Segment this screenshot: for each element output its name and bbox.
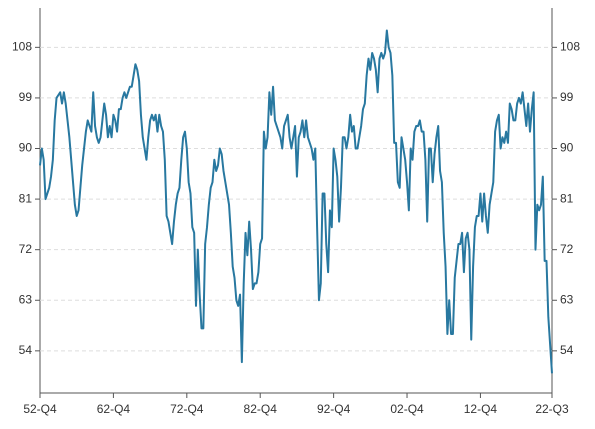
- y-tick-label: 108: [12, 40, 32, 54]
- x-tick-label: 22-Q3: [535, 402, 569, 416]
- y2-tick-label: 54: [560, 343, 574, 357]
- y2-tick-label: 90: [560, 141, 574, 155]
- y-tick-label: 72: [19, 242, 33, 256]
- x-tick-label: 92-Q4: [317, 402, 351, 416]
- x-tick-label: 82-Q4: [244, 402, 278, 416]
- x-tick-label: 02-Q4: [390, 402, 424, 416]
- x-tick-label: 52-Q4: [23, 402, 57, 416]
- y2-tick-label: 63: [560, 292, 574, 306]
- y-tick-label: 81: [19, 191, 33, 205]
- data-line: [39, 29, 553, 374]
- y2-tick-label: 81: [560, 191, 574, 205]
- y-tick-label: 90: [19, 141, 33, 155]
- y2-tick-label: 99: [560, 90, 574, 104]
- x-tick-label: 62-Q4: [97, 402, 131, 416]
- y2-tick-label: 108: [560, 40, 580, 54]
- y-tick-label: 54: [19, 343, 33, 357]
- y2-tick-label: 72: [560, 242, 574, 256]
- x-tick-label: 72-Q4: [170, 402, 204, 416]
- y-tick-label: 63: [19, 292, 33, 306]
- x-tick-label: 12-Q4: [464, 402, 498, 416]
- y-tick-label: 99: [19, 90, 33, 104]
